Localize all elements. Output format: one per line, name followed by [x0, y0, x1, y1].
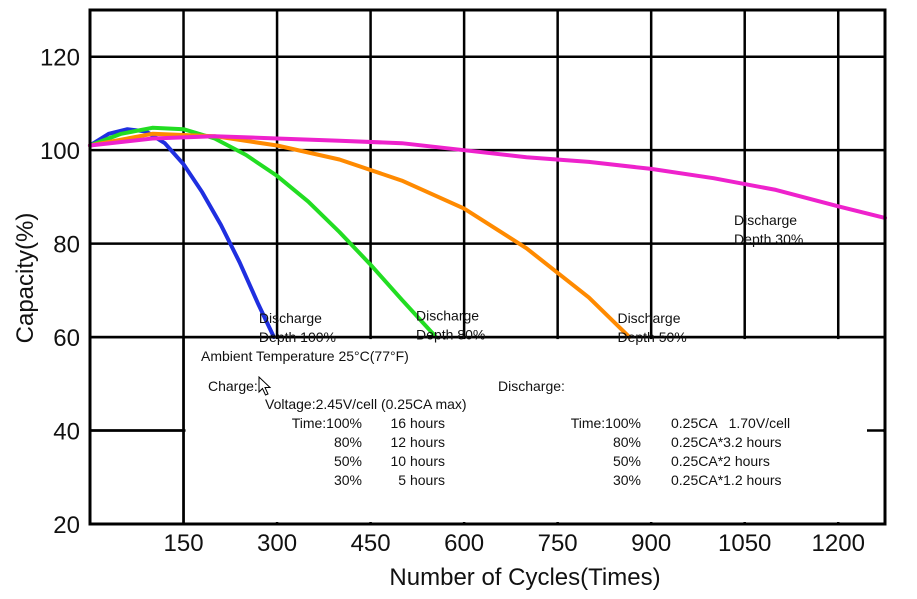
series-label-2: Discharge Depth 80% [416, 308, 485, 343]
plot-frame [88, 8, 887, 526]
discharge-row-value-2: 0.25CA*3.2 hours [671, 434, 782, 450]
series-layer [88, 125, 887, 340]
charge-title: Charge: [208, 378, 258, 394]
plot-border [88, 8, 887, 526]
y-tick-60: 60 [53, 325, 80, 352]
charge-voltage: Voltage:2.45V/cell (0.25CA max) [265, 396, 467, 412]
discharge-row-label-4: 30% [613, 472, 641, 488]
charge-row-value-4: 5 hours [398, 472, 445, 488]
series-line-1 [88, 127, 276, 340]
x-tick-750: 750 [538, 530, 578, 557]
x-tick-1200: 1200 [812, 530, 865, 557]
x-tick-1050: 1050 [718, 530, 771, 557]
discharge-row-label-1: Time:100% [571, 415, 641, 431]
charge-row-label-3: 50% [334, 453, 362, 469]
y-tick-100: 100 [40, 138, 80, 165]
x-tick-300: 300 [257, 530, 297, 557]
series-line-4 [88, 134, 887, 220]
discharge-row-value-1: 0.25CA 1.70V/cell [671, 415, 790, 431]
y-axis-label: Capacity(%) [12, 213, 39, 344]
discharge-row-label-2: 80% [613, 434, 641, 450]
y-tick-80: 80 [53, 232, 80, 259]
x-tick-900: 900 [631, 530, 671, 557]
y-tick-120: 120 [40, 45, 80, 72]
charge-row-value-3: 10 hours [391, 453, 445, 469]
charge-row-value-1: 16 hours [391, 415, 445, 431]
x-tick-600: 600 [444, 530, 484, 557]
x-tick-150: 150 [164, 530, 204, 557]
charge-row-label-2: 80% [334, 434, 362, 450]
series-line-2 [88, 125, 439, 340]
discharge-row-value-3: 0.25CA*2 hours [671, 453, 770, 469]
charge-rows: Time:100% 16 hours 80% 12 hours 50% 10 hours 3… [292, 415, 445, 488]
condition-notes: Ambient Temperature 25°C(77°F) Charge: V… [185, 339, 883, 522]
x-tick-450: 450 [351, 530, 391, 557]
series-label-3: Discharge Depth 50% [617, 310, 686, 345]
series-label-4: Discharge Depth 30% [734, 212, 803, 247]
discharge-rows: Time:100% 0.25CA 1.70V/cell 80% 0.25CA*3.2 … [571, 415, 790, 488]
y-tick-40: 40 [53, 419, 80, 446]
series-line-3 [88, 131, 632, 340]
discharge-title: Discharge: [498, 378, 565, 394]
discharge-row-label-3: 50% [613, 453, 641, 469]
notes-background [185, 339, 883, 522]
charge-row-value-2: 12 hours [391, 434, 445, 450]
y-tick-20: 20 [53, 512, 80, 539]
charge-row-label-1: Time:100% [292, 415, 362, 431]
series-label-1: Discharge Depth 100% [259, 310, 336, 345]
tick-labels: 150 300 450 600 750 900 1050 1200 20 40 60 80 100 120 [40, 45, 865, 557]
ambient-temperature: Ambient Temperature 25°C(77°F) [201, 348, 409, 364]
series-labels: Discharge Depth 100% Discharge Depth 80% Dis… [259, 212, 803, 345]
charge-row-label-4: 30% [334, 472, 362, 488]
discharge-row-value-4: 0.25CA*1.2 hours [671, 472, 782, 488]
x-axis-label: Number of Cycles(Times) [389, 564, 660, 591]
mouse-pointer-icon [258, 376, 272, 396]
